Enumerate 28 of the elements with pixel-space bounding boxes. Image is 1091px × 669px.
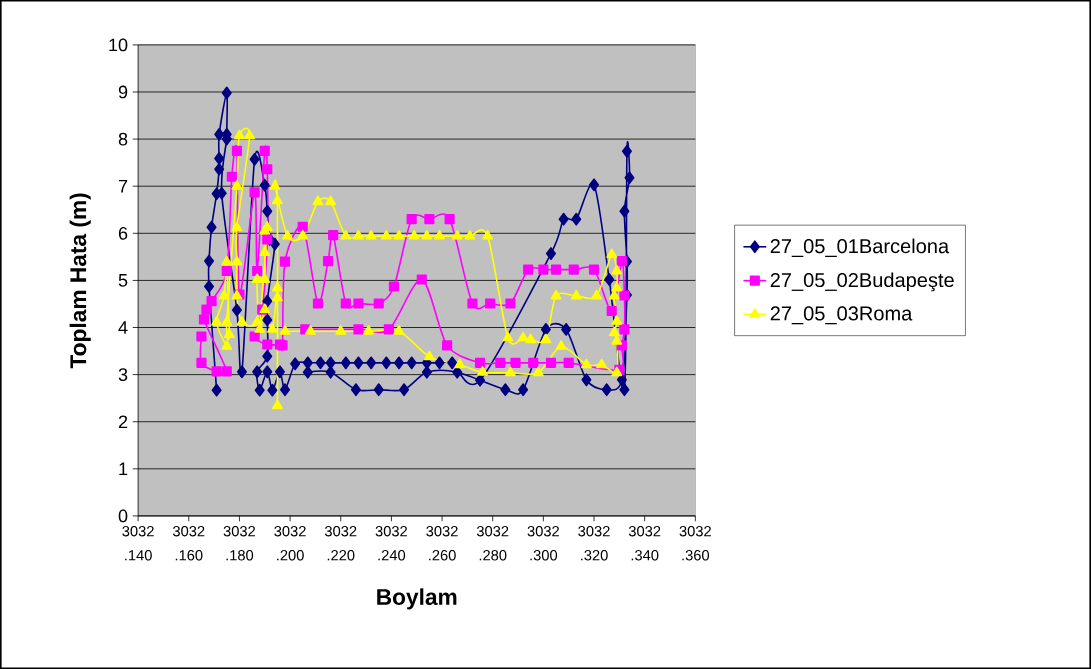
y-tick-label: 3 [118, 368, 128, 381]
x-tick-label: 3032.140 [122, 525, 154, 561]
x-tick-label: 3032.280 [476, 525, 509, 561]
y-tick-label: 7 [118, 179, 128, 193]
legend-label: 27_05_01Barcelona [770, 238, 950, 257]
x-tick-label: 3032.300 [527, 525, 559, 561]
x-tick-label: 3032.160 [172, 525, 205, 561]
y-tick-label: 10 [109, 38, 128, 52]
y-tick-label: 1 [119, 462, 128, 475]
y-axis-title: Toplam Hata (m) [69, 193, 91, 369]
x-tick-label: 3032.360 [679, 525, 711, 561]
y-tick-label: 6 [118, 226, 128, 240]
x-tick-label: 3032.260 [426, 525, 458, 561]
y-tick-label: 0 [118, 509, 128, 523]
x-tick-label: 3032.180 [223, 525, 256, 561]
x-tick-label: 3032.220 [324, 525, 357, 561]
y-tick-label: 9 [118, 85, 128, 99]
x-tick-label: 3032.340 [628, 525, 661, 561]
legend-label: 27_05_03Roma [770, 306, 913, 325]
y-tick-label: 5 [118, 274, 128, 287]
x-axis-title: Boylam [377, 588, 457, 610]
x-tick-label: 3032.200 [274, 525, 306, 561]
x-tick-label: 3032.240 [375, 525, 407, 561]
legend-label: 27_05_02Budapeşte [770, 272, 954, 292]
y-tick-label: 2 [118, 415, 128, 428]
y-tick-label: 4 [118, 321, 128, 334]
x-tick-label: 3032.320 [578, 525, 610, 561]
y-tick-label: 8 [118, 132, 128, 146]
